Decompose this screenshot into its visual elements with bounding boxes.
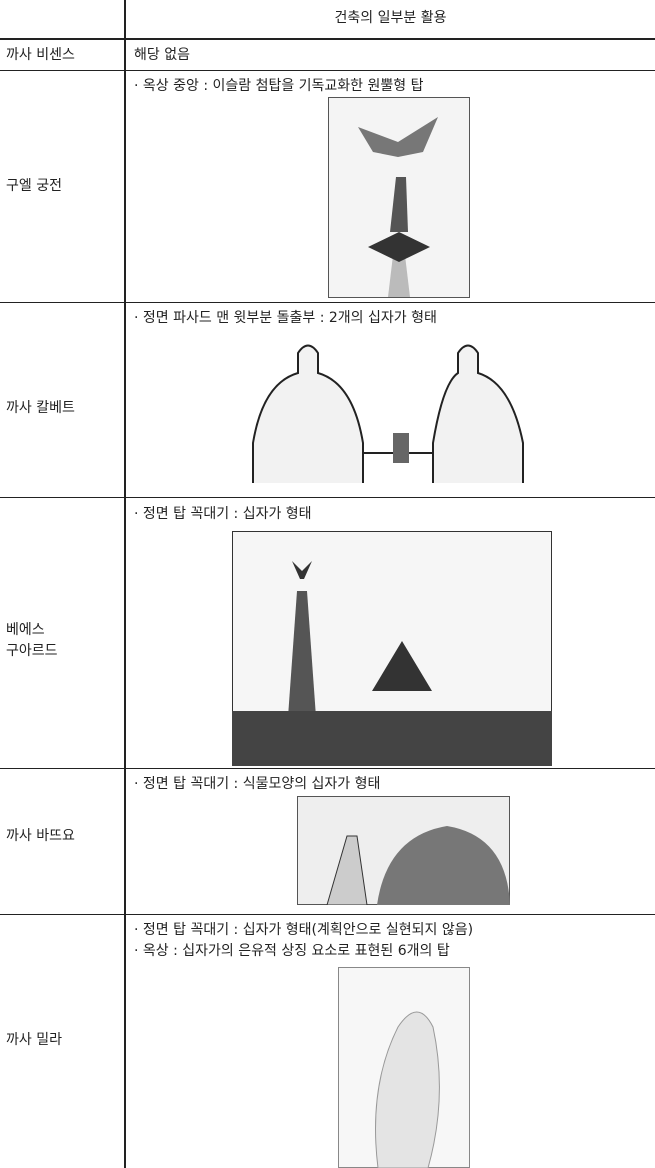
photo: [297, 796, 510, 905]
photo: [232, 531, 552, 766]
row-divider: [0, 302, 655, 303]
row-item: · 정면 탑 꼭대기 : 십자가 형태: [134, 506, 312, 522]
row-divider: [0, 914, 655, 915]
row-name: 구엘 궁전: [6, 178, 62, 194]
row-name: 까사 바뜨요: [6, 828, 75, 844]
row-divider: [0, 497, 655, 498]
row-item: 해당 없음: [134, 47, 190, 63]
row-divider: [0, 768, 655, 769]
column-divider: [124, 0, 126, 1168]
row-divider: [0, 70, 655, 71]
row-name: 까사 밀라: [6, 1032, 62, 1048]
row-name: 까사 칼베트: [6, 400, 75, 416]
row-item: · 정면 파사드 맨 윗부분 돌출부 : 2개의 십자가 형태: [134, 310, 437, 326]
row-item: · 옥상 중앙 : 이슬람 첨탑을 기독교화한 원뿔형 탑: [134, 78, 424, 94]
photo: [338, 967, 470, 1168]
row-item: · 정면 탑 꼭대기 : 십자가 형태(계획안으로 실현되지 않음): [134, 922, 474, 938]
header-title: 건축의 일부분 활용: [334, 10, 447, 26]
row-divider: [0, 38, 655, 40]
row-name: 구아르드: [6, 643, 58, 659]
photo: [328, 97, 470, 298]
row-name: 까사 비센스: [6, 47, 75, 63]
photo: [243, 333, 528, 483]
row-name: 베에스: [6, 622, 45, 638]
row-item: · 정면 탑 꼭대기 : 식물모양의 십자가 형태: [134, 776, 381, 792]
row-item: · 옥상 : 십자가의 은유적 상징 요소로 표현된 6개의 탑: [134, 943, 450, 959]
